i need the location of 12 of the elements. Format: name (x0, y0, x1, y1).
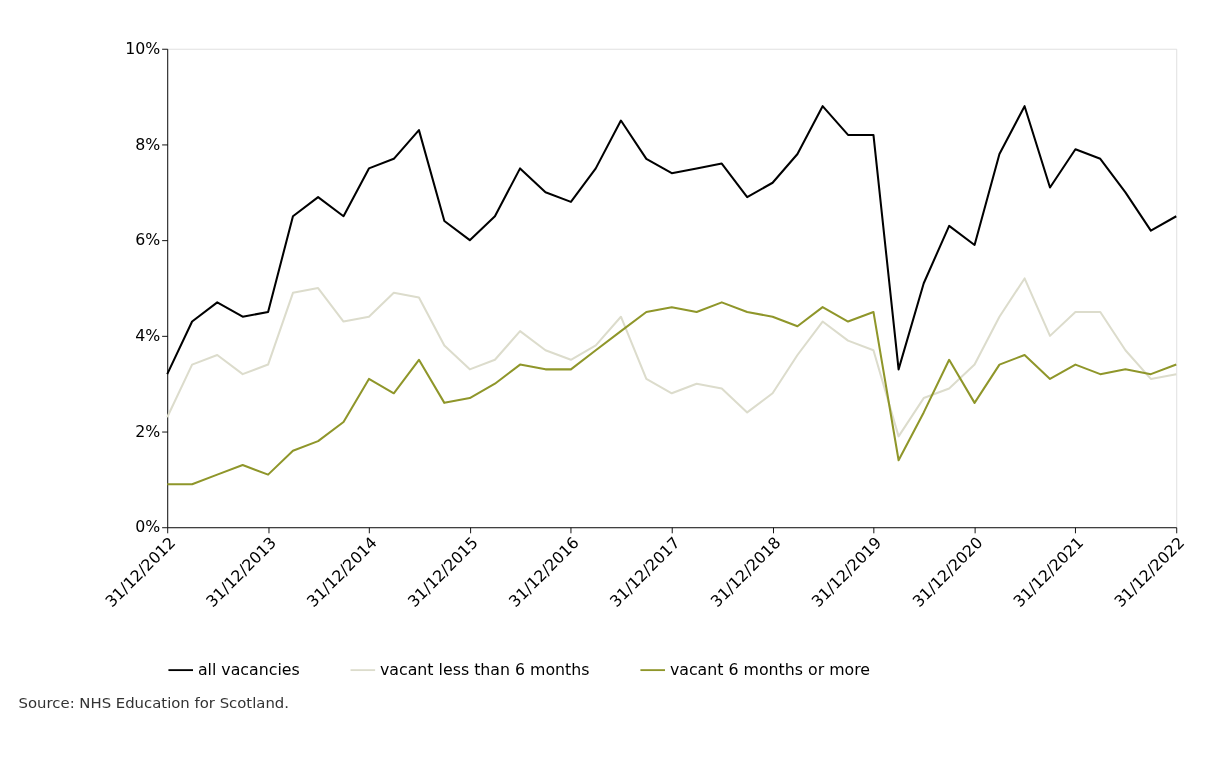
y-tick-label: 6% (135, 230, 161, 250)
source-note: Source: NHS Education for Scotland. (18, 694, 289, 713)
legend-label: vacant less than 6 months (380, 659, 590, 679)
line-series (166, 277, 1178, 438)
legend-label: vacant 6 months or more (669, 659, 871, 679)
y-tick-label: 0% (135, 517, 161, 537)
y-tick-label: 4% (135, 325, 161, 345)
y-tick-label: 8% (135, 134, 161, 154)
line-series (166, 301, 1178, 486)
legend-label: all vacancies (197, 659, 300, 679)
y-tick-label: 10% (125, 38, 161, 58)
y-tick-label: 2% (135, 421, 161, 441)
